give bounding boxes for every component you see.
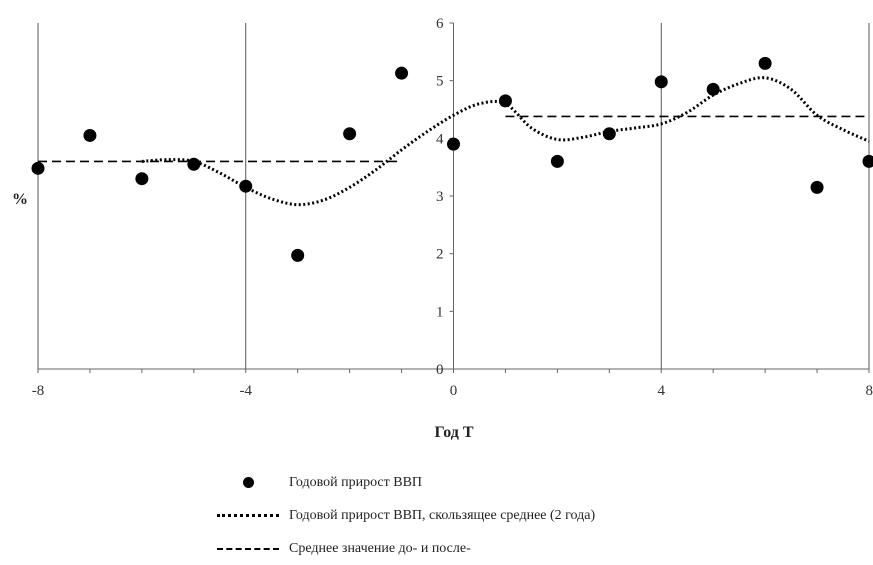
data-point	[447, 137, 460, 151]
y-tick-label: 5	[436, 74, 444, 90]
data-point	[187, 157, 201, 171]
y-axis-label: %	[12, 191, 28, 208]
data-point	[239, 179, 253, 193]
legend-label-points: Годовой прирост ВВП	[289, 474, 423, 490]
data-point	[395, 66, 409, 80]
y-tick-labels: 0 1 2 3 4 5 6	[436, 16, 444, 378]
data-point	[758, 56, 772, 70]
x-tick-label: -4	[240, 383, 253, 399]
x-tick-label: 8	[866, 383, 873, 399]
data-point	[602, 127, 616, 141]
chart: -8 -4 0 4 8 0 1 2 3 4 5 6 % Год Т	[12, 16, 873, 441]
legend-marker-dot	[215, 477, 281, 489]
legend-item-average: Среднее значение до- и после-	[215, 532, 595, 565]
y-tick-label: 1	[436, 304, 444, 320]
data-point	[135, 172, 149, 186]
data-point	[862, 154, 873, 168]
legend-marker-dashed	[215, 543, 281, 555]
y-tick-label: 4	[436, 131, 444, 147]
x-tick-label: -8	[32, 383, 45, 399]
legend-item-moving-average: Годовой прирост ВВП, скользящее среднее …	[215, 499, 595, 532]
legend-label-moving-average: Годовой прирост ВВП, скользящее среднее …	[289, 507, 596, 523]
x-tick-label: 0	[450, 383, 458, 399]
average-lines	[38, 115, 869, 163]
x-tick-labels: -8 -4 0 4 8	[32, 383, 873, 399]
y-tick-label: 6	[436, 16, 444, 32]
data-point	[291, 248, 305, 262]
y-tick-label: 2	[436, 247, 444, 263]
legend-label-average: Среднее значение до- и после-	[289, 540, 471, 556]
data-point	[706, 82, 720, 96]
data-point	[654, 75, 668, 89]
data-point	[31, 161, 45, 175]
data-point	[810, 180, 824, 194]
axes	[37, 22, 870, 373]
data-point	[343, 127, 357, 141]
y-tick-label: 3	[436, 189, 444, 205]
legend-item-points: Годовой прирост ВВП	[215, 466, 595, 499]
data-point	[550, 154, 564, 168]
gdp-points	[31, 56, 873, 262]
legend-marker-dotted	[215, 510, 281, 522]
legend: Годовой прирост ВВП Годовой прирост ВВП,…	[215, 466, 595, 565]
data-point	[498, 94, 512, 108]
y-tick-label: 0	[436, 362, 444, 378]
x-tick-label: 4	[658, 383, 666, 399]
x-axis-label: Год Т	[434, 424, 473, 441]
data-point	[83, 128, 97, 142]
